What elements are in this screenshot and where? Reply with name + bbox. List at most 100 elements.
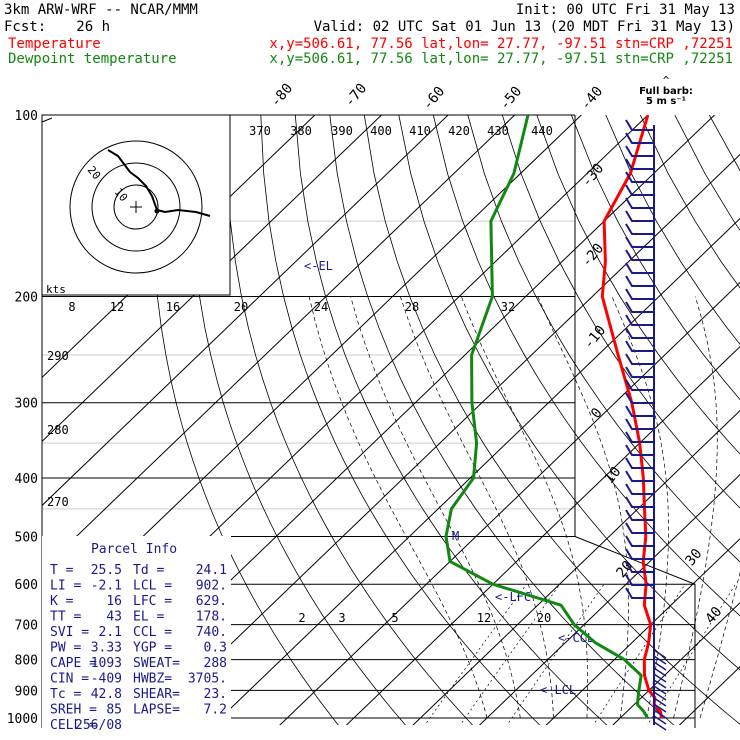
isotherm-label: 0 xyxy=(588,405,606,422)
isotherm-line xyxy=(145,153,740,725)
profile-lines xyxy=(444,115,663,719)
parcel-row-cell: SREH = xyxy=(50,703,97,718)
parcel-row-cell: SWEAT= xyxy=(133,656,180,671)
wind-barb xyxy=(625,132,654,144)
wind-barb xyxy=(625,483,654,495)
wind-barb xyxy=(625,288,654,300)
isotherm-line xyxy=(545,538,740,725)
wind-barb-low xyxy=(653,703,667,713)
parcel-row-cell: 24.1 xyxy=(196,563,227,578)
parcel-row-cell: 23. xyxy=(204,687,227,702)
forecast-hours: 26 h xyxy=(76,19,110,35)
pressure-tick-label: 900 xyxy=(15,684,38,699)
parcel-row-cell: 740. xyxy=(196,625,227,640)
dry-adiabat xyxy=(536,115,740,455)
parcel-row-cell: 0.3 xyxy=(204,641,227,656)
isotherm-line xyxy=(612,602,740,725)
isotherm-label: -20 xyxy=(579,241,608,271)
parcel-row-cell: PW = xyxy=(50,641,81,656)
dry-adiabat xyxy=(189,115,406,725)
parcel-row-cell: Tc = xyxy=(50,687,81,702)
wind-barb xyxy=(625,327,654,339)
parcel-row-cell: CAPE = xyxy=(50,656,97,671)
wind-barb-low xyxy=(653,721,667,731)
wind-barb xyxy=(625,171,654,183)
model-title: 3km ARW-WRF -- NCAR/MMM xyxy=(4,2,198,18)
wind-barb xyxy=(625,392,654,404)
level-label: M xyxy=(452,529,459,543)
pressure-tick-label: 800 xyxy=(15,654,38,669)
parcel-info-panel: Parcel Info T = 25.5 Td = 24.1 LI = -2.1 LCL =… xyxy=(42,536,231,733)
mixratio-label: 12 xyxy=(477,611,491,625)
mixing-ratio-line xyxy=(646,584,736,725)
wind-barb-low xyxy=(653,649,667,659)
mixratio-label: 2 xyxy=(298,611,305,625)
wind-barb xyxy=(625,548,654,560)
wind-barb xyxy=(625,444,654,456)
parcel-row-cell: 25.5 xyxy=(91,563,122,578)
parcel-row-cell: 256/08 xyxy=(75,718,122,733)
wind-barb xyxy=(625,574,654,586)
wind-barb xyxy=(625,249,654,261)
theta-label: 370 xyxy=(249,124,271,138)
parcel-row-cell: 2.1 xyxy=(99,625,122,640)
hodograph-ring xyxy=(69,140,203,274)
parcel-row-cell: LI = xyxy=(50,579,81,594)
theta-label: 440 xyxy=(531,124,553,138)
isotherm-label: -50 xyxy=(497,84,526,114)
temperature-line xyxy=(600,115,663,719)
wind-barb xyxy=(625,145,654,157)
isotherm-label: -60 xyxy=(420,84,449,114)
hodograph-storm-marker xyxy=(154,208,160,214)
mixing-ratio-line xyxy=(424,583,527,725)
hodo-speed-label: 24 xyxy=(314,300,328,314)
level-label: <-LCL xyxy=(540,683,576,697)
hodograph-ring xyxy=(91,162,181,252)
parcel-row-cell: 178. xyxy=(196,610,227,625)
parcel-row-cell: SVI = xyxy=(50,625,89,640)
parcel-row-cell: -2.1 xyxy=(91,579,122,594)
thetaw-label: 280 xyxy=(47,423,69,437)
parcel-row-cell: 43 xyxy=(106,610,122,625)
dry-adiabat xyxy=(432,115,740,617)
hodograph-corner-mark xyxy=(41,117,53,123)
dry-adiabat xyxy=(260,115,541,725)
mixratio-label: 20 xyxy=(537,611,551,625)
parcel-info-title: Parcel Info xyxy=(91,542,177,557)
isotherm-label: -70 xyxy=(342,81,371,111)
hodo-speed-label: 8 xyxy=(68,300,75,314)
dry-adiabat xyxy=(294,115,608,725)
isotherm-line xyxy=(345,345,740,725)
isotherm-label: 40 xyxy=(702,604,725,627)
dry-adiabat xyxy=(398,115,740,671)
wind-barb-low xyxy=(653,691,667,701)
wind-barb xyxy=(625,405,654,417)
dry-adiabat xyxy=(363,115,740,725)
parcel-row-cell: CELL = xyxy=(50,718,97,733)
wind-barb xyxy=(625,496,654,508)
wind-barb xyxy=(625,314,654,326)
wind-barb xyxy=(625,509,654,521)
pressure-tick-label: 1000 xyxy=(7,712,38,727)
isotherm-line xyxy=(478,474,740,725)
mixratio-label: 5 xyxy=(391,611,398,625)
wind-barb xyxy=(625,119,654,131)
wind-barb xyxy=(625,184,654,196)
wind-barb xyxy=(625,353,654,365)
wind-barbs xyxy=(625,119,667,731)
field-temperature-label: Temperature xyxy=(8,36,101,52)
parcel-row-cell: CCL = xyxy=(133,625,172,640)
wind-barb-low xyxy=(653,667,667,677)
wind-barb xyxy=(625,418,654,430)
wind-barb-low xyxy=(653,685,667,695)
parcel-row-cell: LCL = xyxy=(133,579,172,594)
dry-adiabat xyxy=(570,115,740,401)
wind-barb xyxy=(625,522,654,534)
wind-barb-low xyxy=(653,715,667,725)
init-time: Init: 00 UTC Fri 31 May 13 xyxy=(516,2,735,18)
pressure-tick-label: 400 xyxy=(15,472,38,487)
theta-label: 430 xyxy=(487,124,509,138)
parcel-row-cell: SHEAR= xyxy=(133,687,180,702)
field-dewpoint-info: x,y=506.61, 77.56 lat,lon= 27.77, -97.51… xyxy=(269,51,733,67)
